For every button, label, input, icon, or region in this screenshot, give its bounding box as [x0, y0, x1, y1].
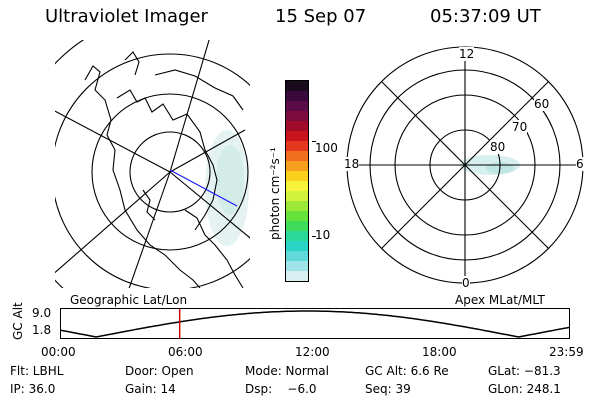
timeline-xtick-1200: 12:00	[295, 345, 330, 359]
colorbar-segment	[286, 251, 308, 261]
colorbar-segment	[286, 241, 308, 251]
colorbar-segment	[286, 191, 308, 201]
timeline-xtick-0000: 00:00	[41, 345, 76, 359]
mlt-label-18: 18	[344, 157, 360, 171]
timeline-xtick-1800: 18:00	[422, 345, 457, 359]
info-gain: Gain: 14	[125, 382, 176, 396]
colorbar-segment	[286, 221, 308, 231]
colorbar-segment	[286, 101, 308, 111]
colorbar-segment	[286, 131, 308, 141]
mlt-label-0: 0	[462, 276, 470, 290]
colorbar-tick-10: 10	[315, 228, 331, 242]
info-mode: Mode: Normal	[245, 364, 329, 378]
info-filter: Flt: LBHL	[10, 364, 64, 378]
geographic-map	[55, 40, 250, 288]
mlat-label-70: 70	[512, 120, 528, 134]
info-dsp: Dsp: −6.0	[245, 382, 317, 396]
mlat-label-60: 60	[534, 97, 550, 111]
colorbar-segment	[286, 211, 308, 221]
mlat-label-80: 80	[490, 140, 506, 154]
colorbar-segment	[286, 111, 308, 121]
colorbar-segment	[286, 121, 308, 131]
colorbar-segment	[286, 181, 308, 191]
magnetic-caption: Apex MLat/MLT	[455, 293, 545, 307]
timeline-ylabel: GC Alt	[11, 302, 25, 340]
colorbar-label: photon cm⁻²s⁻¹	[268, 147, 282, 240]
instrument-title: Ultraviolet Imager	[45, 6, 208, 27]
colorbar	[285, 80, 309, 282]
mlt-label-12: 12	[459, 47, 475, 61]
info-door: Door: Open	[125, 364, 194, 378]
altitude-timeline	[60, 308, 570, 339]
timeline-xtick-0600: 06:00	[168, 345, 203, 359]
geographic-caption: Geographic Lat/Lon	[70, 293, 188, 307]
timeline-ytick-high: 9.0	[32, 306, 52, 320]
timeline-ytick-low: 1.8	[32, 323, 52, 337]
magnetic-polar-map	[346, 46, 584, 284]
mlt-label-6: 6	[576, 157, 584, 171]
info-glat: GLat: −81.3	[488, 364, 561, 378]
colorbar-segment	[286, 141, 308, 151]
timeline-xtick-2359: 23:59	[549, 345, 584, 359]
info-seq: Seq: 39	[365, 382, 411, 396]
info-glon: GLon: 248.1	[488, 382, 561, 396]
colorbar-segment	[286, 201, 308, 211]
colorbar-segment	[286, 151, 308, 161]
image-time: 05:37:09 UT	[430, 6, 541, 27]
info-gc-alt: GC Alt: 6.6 Re	[365, 364, 449, 378]
colorbar-segment	[286, 231, 308, 241]
info-ip: IP: 36.0	[10, 382, 56, 396]
colorbar-segment	[286, 271, 308, 281]
image-date: 15 Sep 07	[275, 6, 367, 27]
colorbar-segment	[286, 171, 308, 181]
colorbar-segment	[286, 261, 308, 271]
colorbar-segment	[286, 81, 308, 91]
colorbar-tick-100: 100	[315, 141, 338, 155]
colorbar-segment	[286, 161, 308, 171]
colorbar-segment	[286, 91, 308, 101]
